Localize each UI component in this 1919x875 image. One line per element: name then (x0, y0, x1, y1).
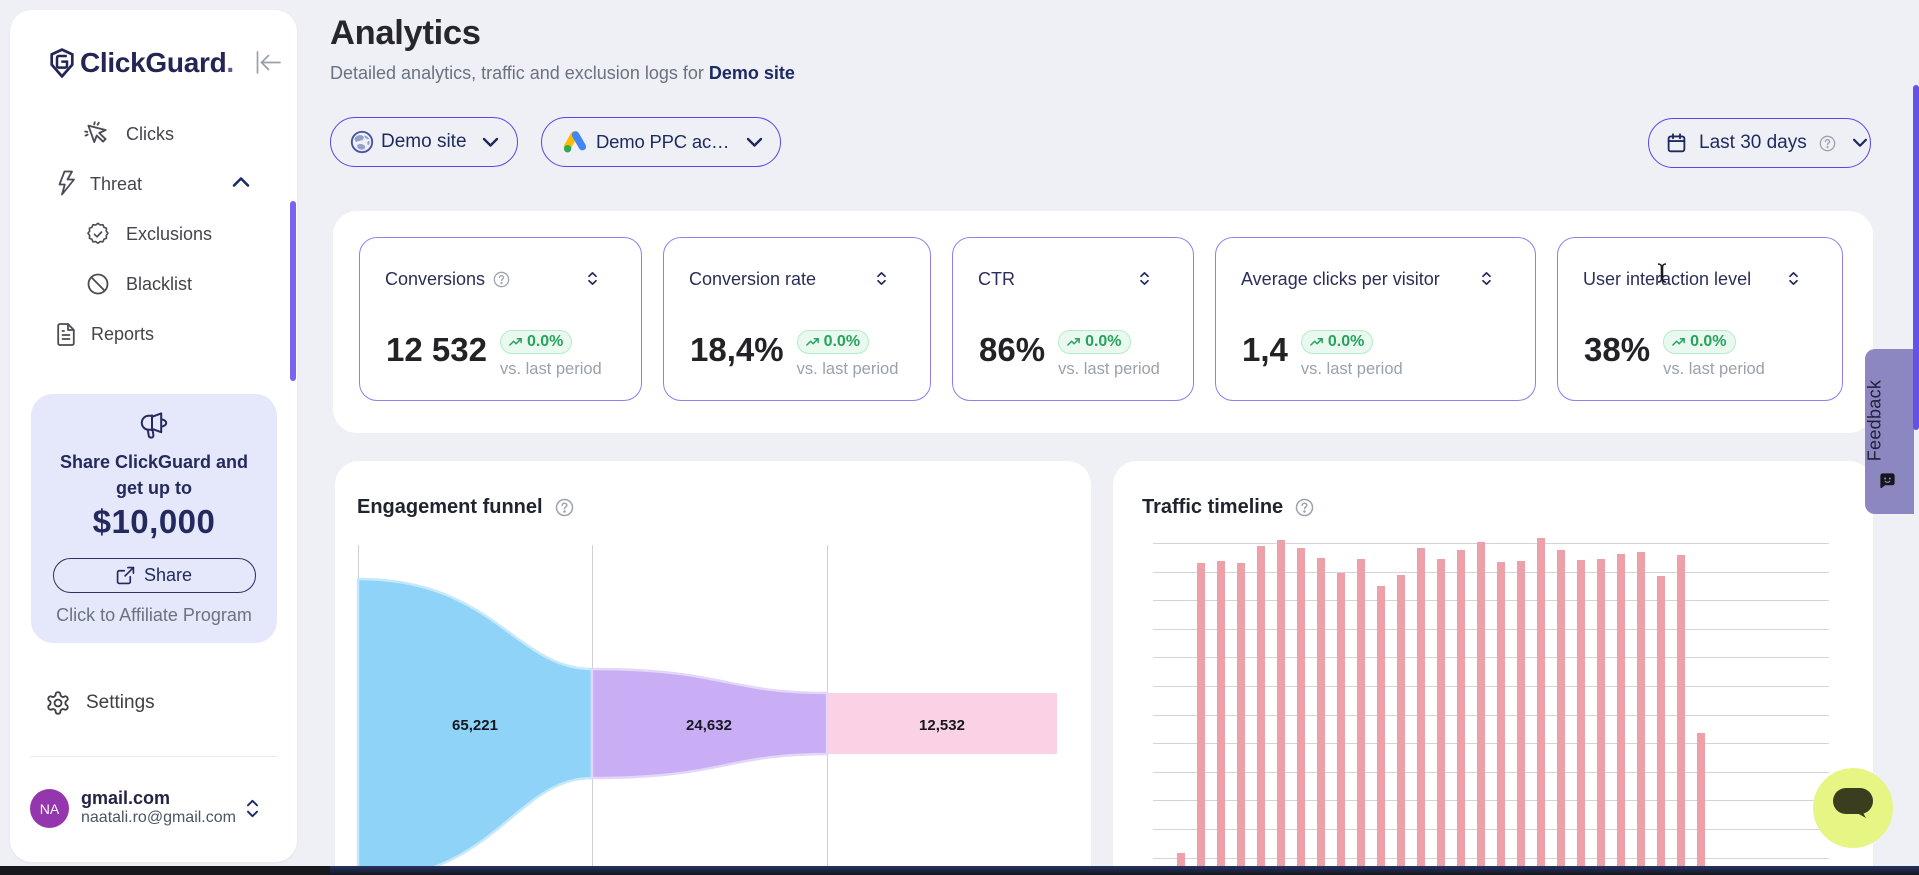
svg-text:24,632: 24,632 (686, 717, 732, 734)
svg-text:65,221: 65,221 (452, 717, 498, 734)
svg-text:12,532: 12,532 (919, 717, 965, 734)
